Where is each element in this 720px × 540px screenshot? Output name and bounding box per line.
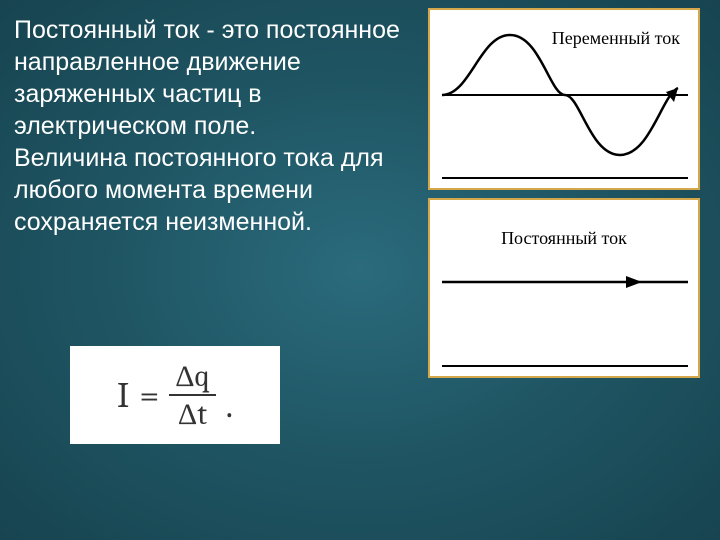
formula-fraction: Δq Δt xyxy=(169,360,215,430)
formula-eq: = xyxy=(139,375,159,416)
paragraph-1: Постоянный ток - это постоянное направле… xyxy=(14,16,400,140)
definition-text: Постоянный ток - это постоянное направле… xyxy=(14,14,414,238)
formula-period: . xyxy=(226,385,233,426)
formula-denominator: Δt xyxy=(172,396,213,430)
ac-graph: Переменный ток xyxy=(428,8,700,190)
formula: I = Δq Δt . xyxy=(117,360,233,430)
formula-numerator: Δq xyxy=(169,360,215,396)
dc-graph: Постоянный ток xyxy=(428,198,700,378)
dc-graph-label: Постоянный ток xyxy=(430,228,698,249)
paragraph-2: Величина постоянного тока для любого мом… xyxy=(14,144,384,236)
formula-lhs: I xyxy=(117,375,129,416)
ac-graph-label: Переменный ток xyxy=(552,28,680,49)
formula-box: I = Δq Δt . xyxy=(70,346,280,444)
dc-graph-svg xyxy=(430,200,698,376)
